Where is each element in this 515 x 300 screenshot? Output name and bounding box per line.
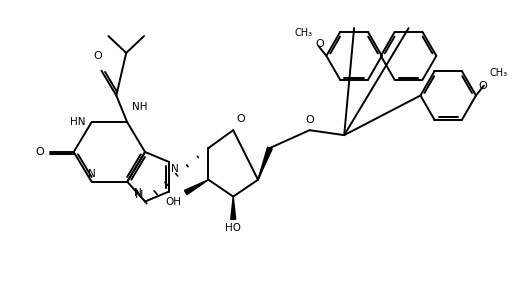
Text: O: O: [35, 147, 44, 157]
Text: CH₃: CH₃: [490, 68, 508, 78]
Text: OH: OH: [166, 196, 182, 207]
Text: NH: NH: [132, 102, 148, 112]
Text: O: O: [305, 115, 314, 125]
Text: N: N: [171, 164, 179, 174]
Text: O: O: [236, 114, 245, 124]
Text: N: N: [135, 190, 143, 200]
Text: O: O: [93, 51, 102, 61]
Text: HO: HO: [225, 223, 241, 233]
Polygon shape: [231, 196, 236, 219]
Polygon shape: [258, 147, 272, 180]
Text: CH₃: CH₃: [295, 28, 313, 38]
Text: O: O: [478, 81, 487, 91]
Text: N: N: [134, 188, 142, 198]
Polygon shape: [184, 180, 209, 195]
Text: N: N: [88, 169, 95, 179]
Text: HN: HN: [70, 117, 85, 127]
Text: O: O: [316, 39, 324, 49]
